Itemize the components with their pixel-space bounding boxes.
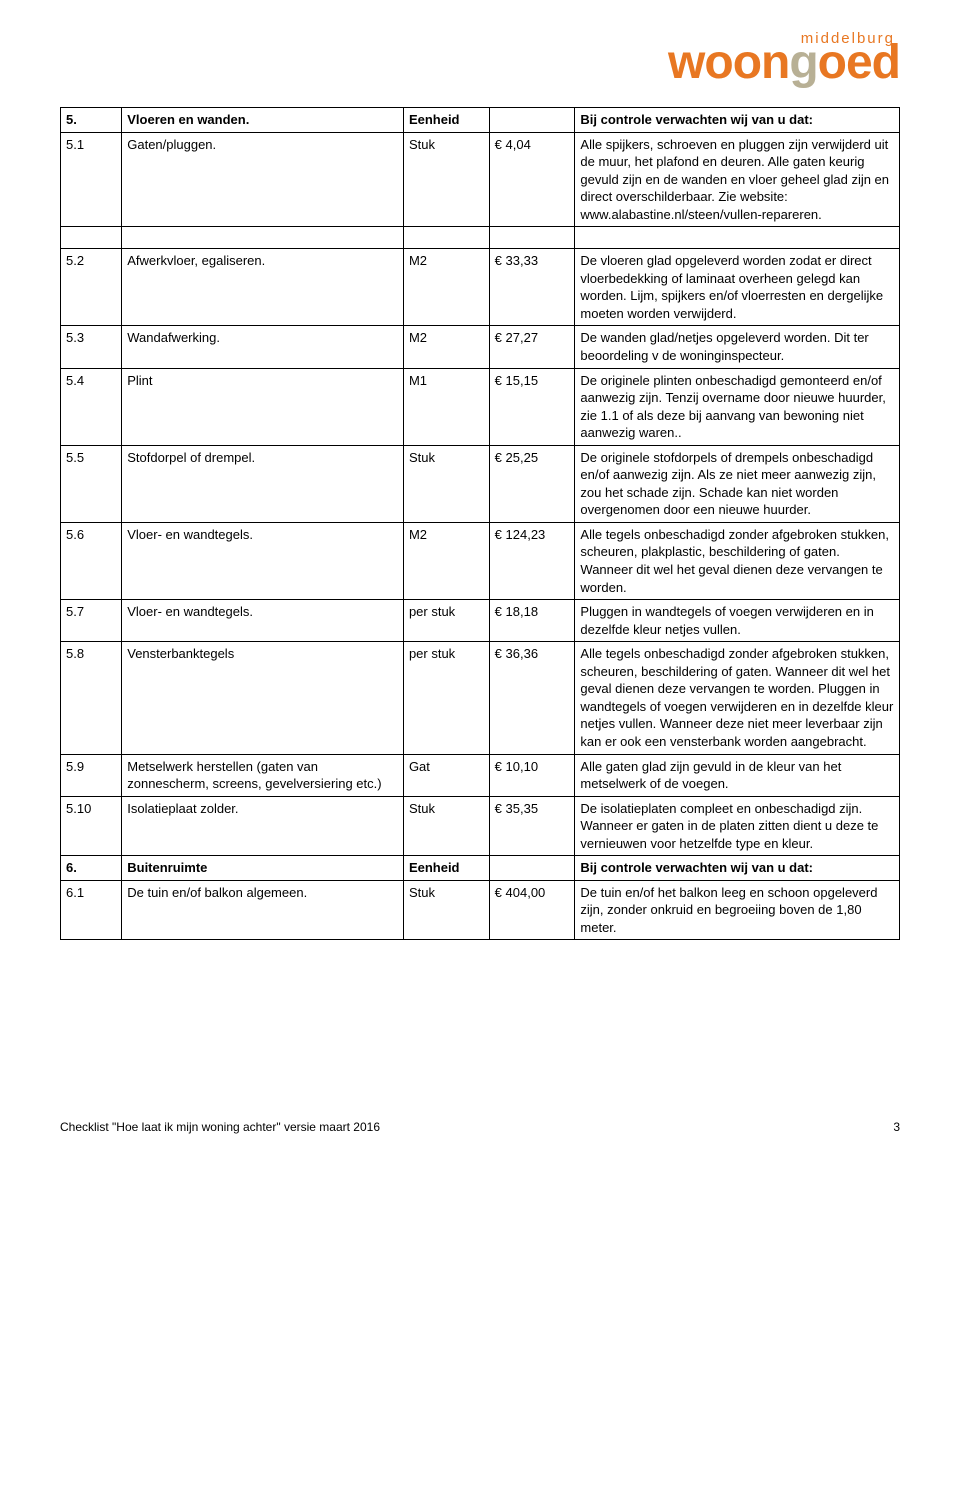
table-row: 5.1Gaten/pluggen.Stuk€ 4,04Alle spijkers… (61, 132, 900, 227)
table-row: 6.BuitenruimteEenheid Bij controle verwac… (61, 856, 900, 881)
cell-unit: Eenheid (403, 108, 489, 133)
cell-unit: M1 (403, 368, 489, 445)
cell-unit: per stuk (403, 600, 489, 642)
cell-num: 5.4 (61, 368, 122, 445)
empty-cell (61, 227, 122, 249)
cell-num: 5.9 (61, 754, 122, 796)
cell-price: € 404,00 (489, 880, 575, 940)
cell-num: 5.3 (61, 326, 122, 368)
cell-item: Metselwerk herstellen (gaten van zonnesc… (122, 754, 404, 796)
cell-desc: De originele plinten onbeschadigd gemont… (575, 368, 900, 445)
cell-desc: De originele stofdorpels of drempels onb… (575, 445, 900, 522)
cell-desc: De tuin en/of het balkon leeg en schoon … (575, 880, 900, 940)
cell-desc: De isolatieplaten compleet en onbeschadi… (575, 796, 900, 856)
cell-item: Vensterbanktegels (122, 642, 404, 754)
cell-unit: Stuk (403, 796, 489, 856)
logo: middelburg woongoed (60, 30, 900, 87)
cell-item: Isolatieplaat zolder. (122, 796, 404, 856)
cell-item: Buitenruimte (122, 856, 404, 881)
checklist-table: 5.Vloeren en wanden.EenheidBij controle … (60, 107, 900, 940)
cell-price: € 27,27 (489, 326, 575, 368)
cell-price: € 25,25 (489, 445, 575, 522)
cell-price (489, 856, 575, 881)
cell-desc: De wanden glad/netjes opgeleverd worden.… (575, 326, 900, 368)
cell-unit: M2 (403, 326, 489, 368)
table-row: 5.7Vloer- en wandtegels.per stuk€ 18,18P… (61, 600, 900, 642)
cell-item: Vloeren en wanden. (122, 108, 404, 133)
cell-num: 5.8 (61, 642, 122, 754)
cell-item: De tuin en/of balkon algemeen. (122, 880, 404, 940)
cell-num: 5.1 (61, 132, 122, 227)
cell-unit: M2 (403, 249, 489, 326)
cell-price: € 35,35 (489, 796, 575, 856)
cell-num: 5.2 (61, 249, 122, 326)
table-row: 5.10Isolatieplaat zolder.Stuk€ 35,35De i… (61, 796, 900, 856)
cell-unit: M2 (403, 522, 489, 599)
empty-cell (575, 227, 900, 249)
cell-unit: Eenheid (403, 856, 489, 881)
cell-item: Wandafwerking. (122, 326, 404, 368)
cell-desc: Bij controle verwachten wij van u dat: (575, 856, 900, 881)
cell-price (489, 108, 575, 133)
cell-item: Vloer- en wandtegels. (122, 600, 404, 642)
cell-num: 6.1 (61, 880, 122, 940)
empty-cell (489, 227, 575, 249)
cell-unit: Stuk (403, 132, 489, 227)
cell-price: € 15,15 (489, 368, 575, 445)
table-row: 5.4PlintM1€ 15,15De originele plinten on… (61, 368, 900, 445)
cell-unit: Stuk (403, 880, 489, 940)
cell-desc: Pluggen in wandtegels of voegen verwijde… (575, 600, 900, 642)
cell-num: 6. (61, 856, 122, 881)
cell-desc: Bij controle verwachten wij van u dat: (575, 108, 900, 133)
cell-price: € 18,18 (489, 600, 575, 642)
cell-item: Stofdorpel of drempel. (122, 445, 404, 522)
cell-desc: De vloeren glad opgeleverd worden zodat … (575, 249, 900, 326)
cell-num: 5. (61, 108, 122, 133)
cell-num: 5.6 (61, 522, 122, 599)
table-row: 5.3Wandafwerking.M2€ 27,27De wanden glad… (61, 326, 900, 368)
cell-num: 5.5 (61, 445, 122, 522)
table-row: 6.1De tuin en/of balkon algemeen.Stuk€ 4… (61, 880, 900, 940)
cell-desc: Alle spijkers, schroeven en pluggen zijn… (575, 132, 900, 227)
empty-cell (122, 227, 404, 249)
cell-desc: Alle tegels onbeschadigd zonder afgebrok… (575, 522, 900, 599)
empty-cell (403, 227, 489, 249)
cell-item: Plint (122, 368, 404, 445)
cell-item: Vloer- en wandtegels. (122, 522, 404, 599)
table-row: 5.5Stofdorpel of drempel.Stuk€ 25,25De o… (61, 445, 900, 522)
cell-price: € 33,33 (489, 249, 575, 326)
table-row (61, 227, 900, 249)
cell-price: € 36,36 (489, 642, 575, 754)
cell-num: 5.10 (61, 796, 122, 856)
table-row: 5.6Vloer- en wandtegels.M2€ 124,23Alle t… (61, 522, 900, 599)
page-number: 3 (893, 1120, 900, 1134)
table-row: 5.Vloeren en wanden.Eenheid Bij controle … (61, 108, 900, 133)
cell-price: € 10,10 (489, 754, 575, 796)
cell-unit: Gat (403, 754, 489, 796)
footer: Checklist "Hoe laat ik mijn woning achte… (60, 1120, 900, 1134)
cell-item: Afwerkvloer, egaliseren. (122, 249, 404, 326)
table-row: 5.9Metselwerk herstellen (gaten van zonn… (61, 754, 900, 796)
cell-desc: Alle gaten glad zijn gevuld in de kleur … (575, 754, 900, 796)
cell-num: 5.7 (61, 600, 122, 642)
footer-text: Checklist "Hoe laat ik mijn woning achte… (60, 1120, 380, 1134)
table-row: 5.8Vensterbanktegelsper stuk€ 36,36Alle … (61, 642, 900, 754)
cell-unit: Stuk (403, 445, 489, 522)
cell-price: € 124,23 (489, 522, 575, 599)
table-row: 5.2Afwerkvloer, egaliseren.M2€ 33,33De v… (61, 249, 900, 326)
logo-main: woongoed (668, 36, 900, 89)
cell-unit: per stuk (403, 642, 489, 754)
cell-desc: Alle tegels onbeschadigd zonder afgebrok… (575, 642, 900, 754)
cell-item: Gaten/pluggen. (122, 132, 404, 227)
cell-price: € 4,04 (489, 132, 575, 227)
